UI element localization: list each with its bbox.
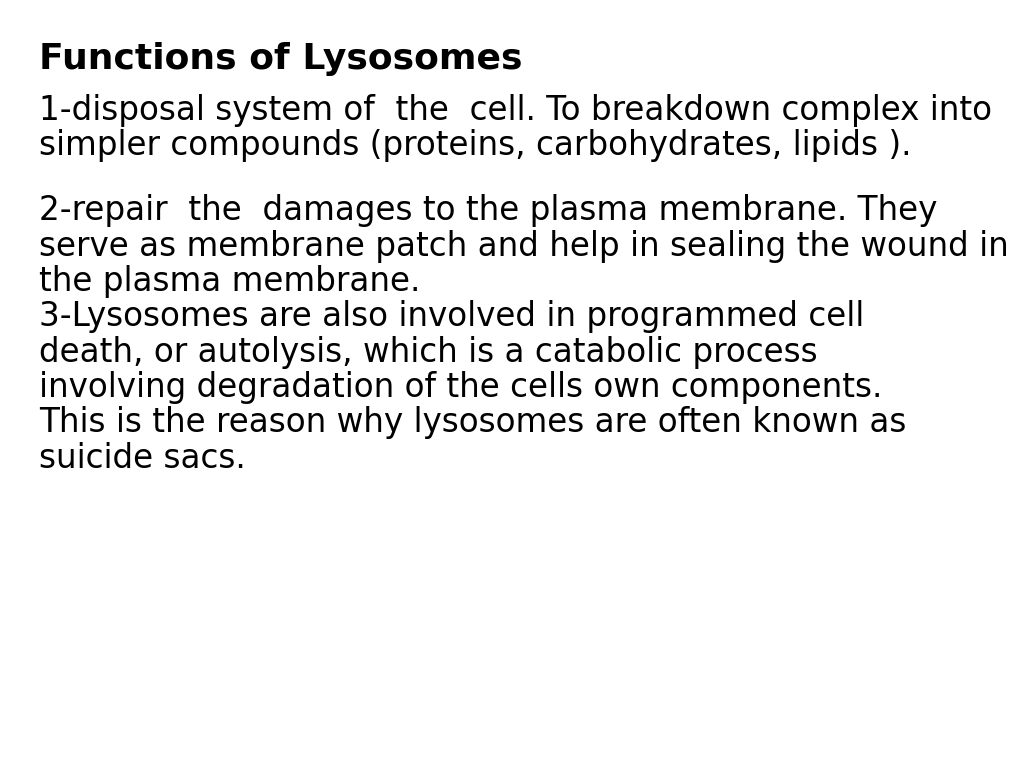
Text: death, or autolysis, which is a catabolic process: death, or autolysis, which is a cataboli…	[39, 336, 817, 369]
Text: 1-disposal system of  the  cell. To breakdown complex into: 1-disposal system of the cell. To breakd…	[39, 94, 992, 127]
Text: Functions of Lysosomes: Functions of Lysosomes	[39, 42, 522, 76]
Text: suicide sacs.: suicide sacs.	[39, 442, 246, 475]
Text: serve as membrane patch and help in sealing the wound in: serve as membrane patch and help in seal…	[39, 230, 1009, 263]
Text: simpler compounds (proteins, carbohydrates, lipids ).: simpler compounds (proteins, carbohydrat…	[39, 129, 911, 162]
Text: 3-Lysosomes are also involved in programmed cell: 3-Lysosomes are also involved in program…	[39, 300, 864, 333]
Text: This is the reason why lysosomes are often known as: This is the reason why lysosomes are oft…	[39, 406, 906, 439]
Text: 2-repair  the  damages to the plasma membrane. They: 2-repair the damages to the plasma membr…	[39, 194, 937, 227]
Text: involving degradation of the cells own components.: involving degradation of the cells own c…	[39, 371, 883, 404]
Text: the plasma membrane.: the plasma membrane.	[39, 265, 420, 298]
